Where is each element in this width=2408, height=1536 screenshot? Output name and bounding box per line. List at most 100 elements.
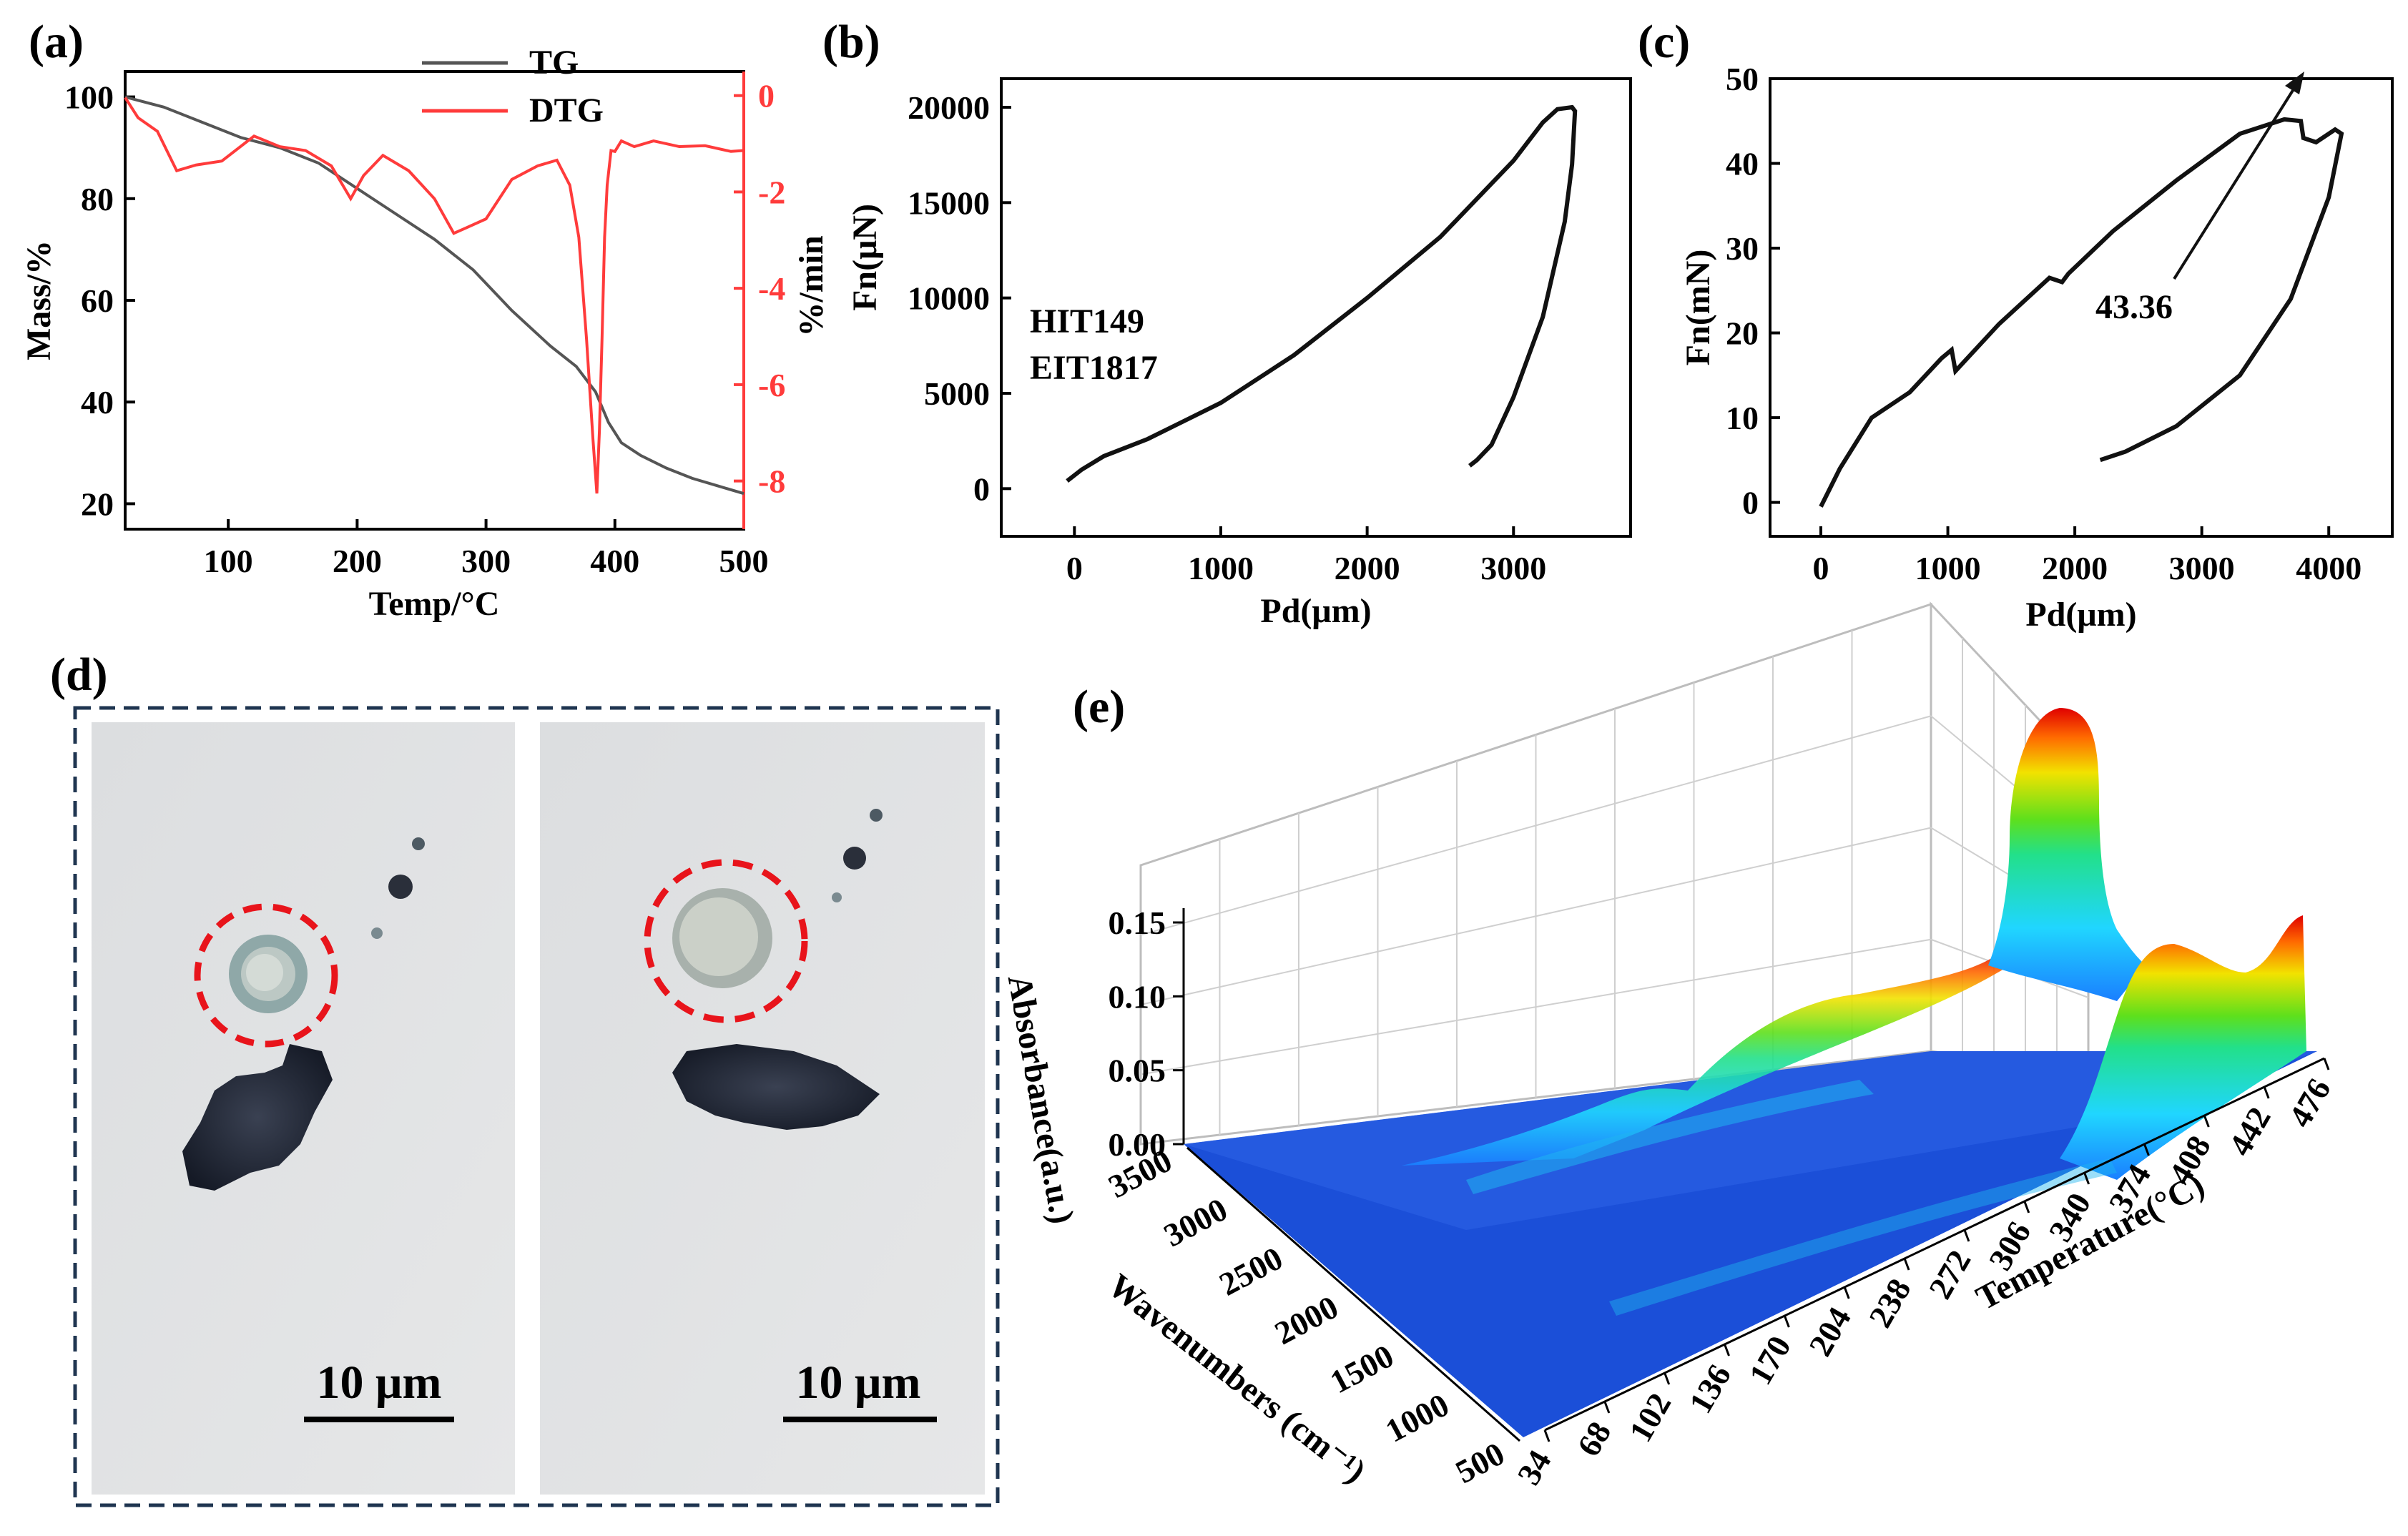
temperature-tick — [2323, 1058, 2330, 1070]
temperature-axis — [1544, 1057, 2325, 1432]
tga-y-tick-label: 80 — [81, 181, 114, 217]
tga-y2-axis-label: %/min — [792, 235, 830, 336]
tga-y2-tick-label: -8 — [758, 463, 785, 500]
temperature-tick — [1543, 1429, 1551, 1442]
hit-y-tick-label: 5000 — [924, 375, 990, 412]
temperature-tick — [2023, 1201, 2030, 1213]
load-y-tick-label: 40 — [1726, 146, 1759, 182]
tga-chart: 100 200 300 400 500 20 40 60 80 100 0 -2 -4 -6 -8 TG D… — [20, 44, 830, 623]
tga-x-tick-label: 100 — [204, 543, 253, 579]
cyan-band-1 — [1466, 1080, 1874, 1194]
temperature-tick — [2083, 1172, 2090, 1185]
temperature-tick-label: 476 — [2281, 1073, 2338, 1133]
temperature-tick — [1963, 1229, 1970, 1242]
load-plot-frame — [1769, 77, 2394, 538]
temperature-tick-label: 170 — [1741, 1330, 1798, 1391]
absorbance-tick-label: 0.00 — [1109, 1126, 1166, 1163]
hit-load-unload-curve — [1066, 104, 1578, 483]
legend-tg-label: TG — [529, 44, 579, 82]
temperature-tick — [2263, 1086, 2270, 1099]
load-y-tick-label: 10 — [1726, 400, 1759, 436]
temperature-tick — [1843, 1286, 1850, 1299]
load-x-axis-label: Pd(μm) — [2025, 596, 2136, 634]
temperature-tick-label: 34 — [1510, 1444, 1558, 1491]
tall-peak — [1988, 708, 2146, 1001]
temperature-tick — [1664, 1372, 1671, 1385]
temperature-tick — [1783, 1315, 1790, 1328]
load-y-tick-label: 30 — [1726, 230, 1759, 267]
absorbance-tick-label: 0.10 — [1109, 978, 1166, 1015]
particle-right-2 — [870, 809, 883, 822]
temperature-tick-label: 238 — [1862, 1273, 1918, 1334]
particle-right-3 — [832, 892, 842, 902]
temperature-tick — [1903, 1258, 1910, 1271]
tga-y2-tick-label: 0 — [758, 78, 775, 114]
panel-label-b: (b) — [822, 16, 880, 68]
tga-x-tick-label: 400 — [590, 543, 639, 579]
micrograph-right: 10 μm — [540, 722, 985, 1495]
wavenumber-tick-label: 1000 — [1380, 1386, 1455, 1449]
temperature-tick-label: 204 — [1802, 1301, 1858, 1362]
hit-x-tick-label: 1000 — [1188, 550, 1254, 586]
load-y-tick-label: 50 — [1726, 61, 1759, 97]
annotation-arrow — [2173, 84, 2297, 280]
temperature-tick-label: 68 — [1570, 1416, 1618, 1462]
tga-y-tick-label: 40 — [81, 384, 114, 420]
tga-legend: TG DTG — [422, 44, 604, 129]
tga-y-axis-label: Mass/% — [20, 240, 58, 360]
particle-left-3 — [371, 927, 383, 939]
scale-label-right: 10 μm — [796, 1357, 921, 1409]
max-load-annotation: 43.36 — [2095, 288, 2173, 326]
hit-x-axis-label: Pd(μm) — [1260, 592, 1371, 630]
cyan-band-2 — [1609, 1158, 2117, 1316]
droplet-right-core — [679, 897, 758, 976]
hit-plot-frame — [1000, 77, 1632, 538]
load-x-tick-label: 4000 — [2296, 550, 2362, 586]
tg-curve — [124, 95, 744, 496]
dtg-curve — [124, 97, 744, 494]
temperature-tick — [2203, 1115, 2210, 1128]
panel-label-a: (a) — [29, 16, 84, 68]
temperature-tick — [1603, 1401, 1611, 1414]
absorbance-tick-label: 0.05 — [1109, 1053, 1166, 1089]
load-y-tick-label: 0 — [1742, 485, 1759, 521]
scale-label-left: 10 μm — [317, 1357, 442, 1409]
load-x-tick-label: 1000 — [1915, 550, 1981, 586]
droplet-left-highlight — [246, 954, 283, 991]
micrograph-panel: 10 μm 10 μm — [73, 706, 1000, 1507]
hit-y-tick-label: 0 — [973, 471, 990, 507]
panel-label-d: (d) — [50, 649, 108, 701]
temperature-tick-label: 442 — [2221, 1101, 2278, 1162]
back-wall-gridline — [1140, 715, 1932, 936]
aggregate-left — [182, 1044, 333, 1191]
tga-x-tick-label: 500 — [719, 543, 769, 579]
tga-x-tick-label: 200 — [333, 543, 382, 579]
tga-y-tick-label: 60 — [81, 282, 114, 319]
hit-x-tick-label: 2000 — [1335, 550, 1400, 586]
wavenumber-tick-label: 1500 — [1325, 1337, 1400, 1400]
nanoindent-load-chart: 0 1000 2000 3000 4000 0 10 20 30 40 50 43.36 Pd(μm… — [1679, 61, 2394, 634]
tga-x-axis-label: Temp/°C — [369, 585, 500, 623]
panel-label-c: (c) — [1638, 16, 1690, 68]
load-x-tick-label: 3000 — [2169, 550, 2235, 586]
wavenumber-tick-label: 3000 — [1158, 1191, 1233, 1254]
hit-x-tick-label: 3000 — [1480, 550, 1546, 586]
temperature-tick — [1724, 1344, 1730, 1357]
surface-grid — [1140, 630, 2089, 1135]
hit-y-tick-label: 20000 — [908, 89, 990, 126]
ridge-band-low — [1402, 951, 2010, 1166]
hit-x-tick-label: 0 — [1066, 550, 1083, 586]
temperature-tick-label: 102 — [1622, 1387, 1679, 1448]
tga-y2-tick-label: -2 — [758, 174, 785, 210]
nanoindent-hit-chart: 0 1000 2000 3000 0 5000 10000 15000 20000 HIT149… — [846, 77, 1632, 630]
legend-dtg-label: DTG — [529, 92, 604, 129]
second-peak — [2060, 915, 2306, 1180]
micrograph-left: 10 μm — [92, 722, 515, 1495]
hit-annotation-hit: HIT149 — [1030, 302, 1144, 340]
aggregate-right — [672, 1044, 880, 1130]
annotation-arrowhead — [2285, 72, 2304, 94]
wavenumber-tick-label: 2500 — [1214, 1239, 1289, 1302]
hit-annotation-eit: EIT1817 — [1030, 349, 1158, 387]
tga-y2-tick-label: -6 — [758, 367, 785, 403]
